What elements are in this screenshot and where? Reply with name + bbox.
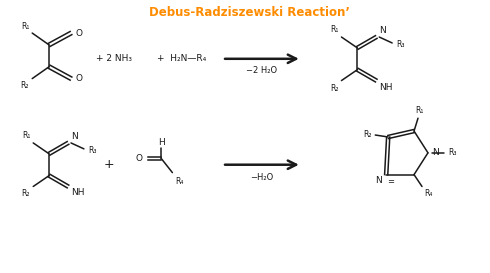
Text: R₁: R₁ <box>415 106 423 115</box>
Text: Debus-Radziszewski Reaction’: Debus-Radziszewski Reaction’ <box>149 6 350 19</box>
Text: =: = <box>387 177 394 186</box>
Text: O: O <box>136 154 143 163</box>
Text: R₃: R₃ <box>448 148 456 157</box>
Text: R₁: R₁ <box>22 131 30 140</box>
Text: N: N <box>432 148 439 157</box>
Text: R₄: R₄ <box>424 189 432 198</box>
Text: R₂: R₂ <box>22 189 30 198</box>
Text: +  H₂N—R₄: + H₂N—R₄ <box>157 54 207 63</box>
Text: N: N <box>375 176 382 185</box>
Text: H: H <box>158 138 165 147</box>
Text: N: N <box>379 26 386 35</box>
Text: R₁: R₁ <box>21 22 29 31</box>
Text: R₃: R₃ <box>88 146 97 155</box>
Text: +: + <box>103 158 114 171</box>
Text: + 2 NH₃: + 2 NH₃ <box>96 54 132 63</box>
Text: R₁: R₁ <box>330 25 339 34</box>
Text: −H₂O: −H₂O <box>250 173 273 182</box>
Text: NH: NH <box>379 82 392 91</box>
Text: N: N <box>71 132 78 141</box>
Text: R₄: R₄ <box>175 177 184 186</box>
Text: R₃: R₃ <box>396 40 405 49</box>
Text: NH: NH <box>71 188 84 197</box>
Text: R₂: R₂ <box>363 129 371 138</box>
Text: O: O <box>76 74 83 83</box>
Text: −2 H₂O: −2 H₂O <box>246 66 277 75</box>
Text: O: O <box>76 29 83 38</box>
Text: R₂: R₂ <box>330 84 339 93</box>
Text: R₂: R₂ <box>21 81 29 90</box>
